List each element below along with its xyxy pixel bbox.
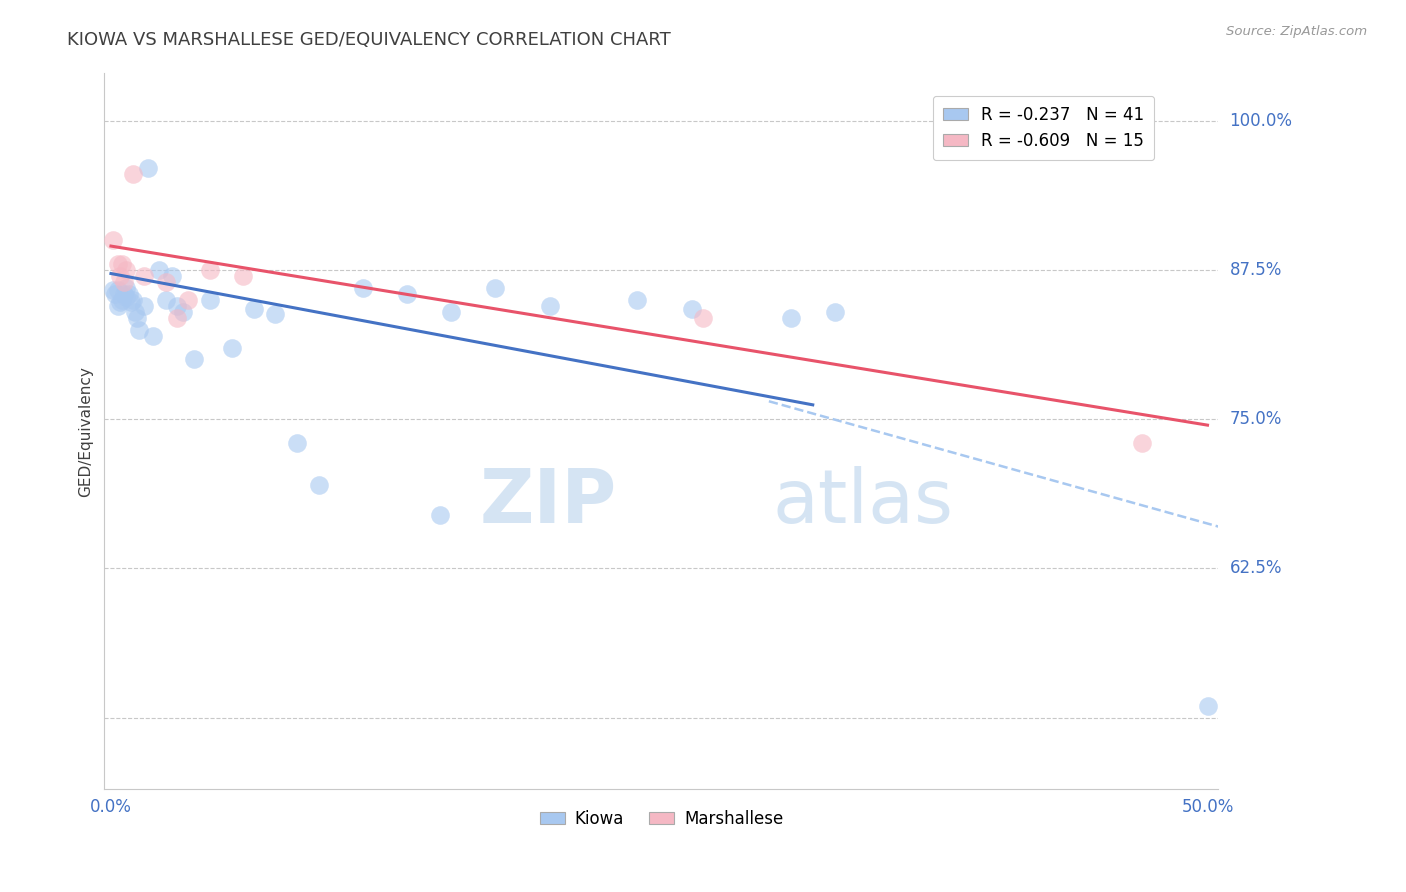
Point <box>122 168 145 182</box>
Y-axis label: GED/Equivalency: GED/Equivalency <box>79 366 93 497</box>
Point <box>1130 436 1153 450</box>
Point <box>122 293 145 307</box>
Point <box>101 233 124 247</box>
Point <box>111 257 134 271</box>
Point <box>162 268 184 283</box>
Text: 100.0%: 100.0% <box>1230 112 1292 129</box>
Point <box>538 299 561 313</box>
Point <box>104 286 127 301</box>
Point <box>287 436 309 450</box>
Point <box>101 283 124 297</box>
Point <box>242 302 264 317</box>
Point <box>264 307 287 321</box>
Text: 62.5%: 62.5% <box>1230 559 1282 577</box>
Point <box>484 281 506 295</box>
Point <box>692 310 714 325</box>
Text: atlas: atlas <box>773 467 953 540</box>
Text: KIOWA VS MARSHALLESE GED/EQUIVALENCY CORRELATION CHART: KIOWA VS MARSHALLESE GED/EQUIVALENCY COR… <box>67 31 671 49</box>
Point <box>107 299 129 313</box>
Point <box>148 263 170 277</box>
Point <box>681 302 703 317</box>
Point <box>172 304 194 318</box>
Point <box>127 310 149 325</box>
Point <box>166 310 188 325</box>
Point <box>112 286 135 301</box>
Point <box>107 257 129 271</box>
Point <box>198 293 221 307</box>
Point <box>108 295 131 310</box>
Text: Source: ZipAtlas.com: Source: ZipAtlas.com <box>1226 25 1367 38</box>
Point <box>128 323 150 337</box>
Point <box>440 304 463 318</box>
Point <box>232 268 254 283</box>
Point <box>166 299 188 313</box>
Point <box>142 328 165 343</box>
Point <box>626 293 648 307</box>
Point <box>112 275 135 289</box>
Point <box>308 478 330 492</box>
Text: 87.5%: 87.5% <box>1230 261 1282 279</box>
Point <box>155 275 177 289</box>
Point <box>221 341 243 355</box>
Point <box>155 293 177 307</box>
Point <box>117 286 139 301</box>
Text: 75.0%: 75.0% <box>1230 410 1282 428</box>
Text: ZIP: ZIP <box>479 467 617 540</box>
Point <box>824 304 846 318</box>
Point <box>115 263 138 277</box>
Point <box>177 293 200 307</box>
Point <box>395 286 418 301</box>
Point <box>1197 698 1219 713</box>
Point <box>108 268 131 283</box>
Point <box>198 263 221 277</box>
Point <box>111 293 134 307</box>
Point <box>132 299 155 313</box>
Point <box>779 310 801 325</box>
Point <box>115 281 138 295</box>
Point <box>107 283 129 297</box>
Point <box>132 268 155 283</box>
Point <box>429 508 451 522</box>
Point <box>352 281 374 295</box>
Point <box>115 290 138 304</box>
Point <box>124 304 146 318</box>
Point <box>183 352 205 367</box>
Point <box>136 161 159 176</box>
Legend: Kiowa, Marshallese: Kiowa, Marshallese <box>533 804 790 835</box>
Point <box>120 295 142 310</box>
